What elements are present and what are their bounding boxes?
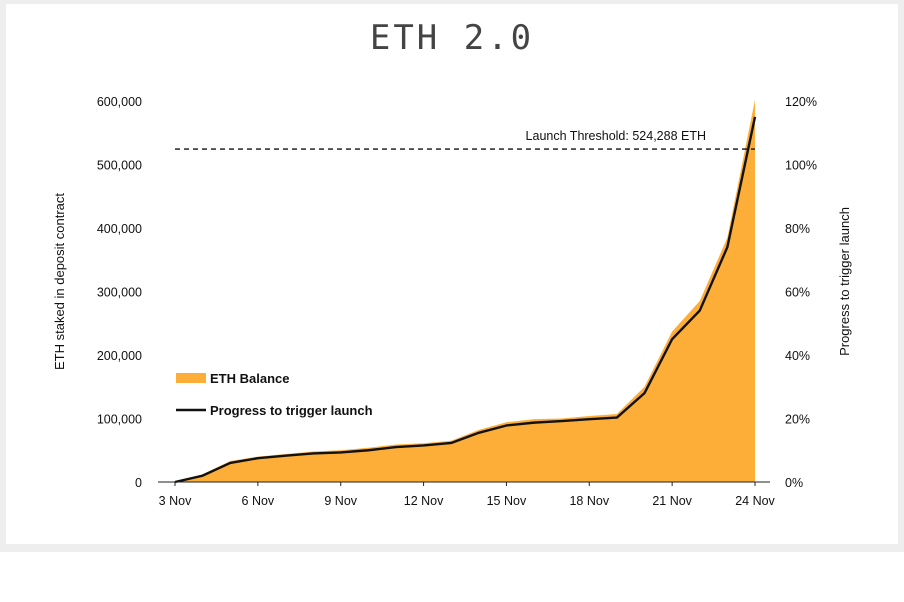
eth-balance-area bbox=[175, 99, 755, 482]
x-tick-label: 9 Nov bbox=[324, 494, 357, 508]
y-axis-title: ETH staked in deposit contract bbox=[52, 193, 67, 370]
area-layer bbox=[175, 99, 755, 482]
y-tick-label: 300,000 bbox=[97, 286, 142, 300]
y2-tick-label: 100% bbox=[785, 159, 817, 173]
legend-label-progress: Progress to trigger launch bbox=[210, 403, 373, 418]
y-tick-label: 400,000 bbox=[97, 222, 142, 236]
legend-label-eth-balance: ETH Balance bbox=[210, 371, 289, 386]
y2-tick-label: 80% bbox=[785, 222, 810, 236]
x-tick-label: 3 Nov bbox=[159, 494, 192, 508]
x-tick-label: 15 Nov bbox=[487, 494, 527, 508]
y2-tick-label: 40% bbox=[785, 349, 810, 363]
axis-layer: 3 Nov 6 Nov 9 Nov 12 Nov 15 Nov 18 Nov 21 Nov 2… bbox=[52, 95, 852, 508]
y2-tick-label: 60% bbox=[785, 286, 810, 300]
x-tick-label: 18 Nov bbox=[569, 494, 609, 508]
y-tick-label: 100,000 bbox=[97, 413, 142, 427]
line-layer bbox=[174, 116, 757, 484]
threshold-layer: Launch Threshold: 524,288 ETH bbox=[175, 129, 755, 150]
y-tick-label: 0 bbox=[135, 476, 142, 490]
legend: ETH Balance Progress to trigger launch bbox=[176, 371, 373, 418]
y2-tick-label: 0% bbox=[785, 476, 803, 490]
y2-tick-label: 120% bbox=[785, 95, 817, 109]
page-title: ETH 2.0 bbox=[369, 18, 535, 58]
x-tick-label: 6 Nov bbox=[242, 494, 275, 508]
x-tick-label: 24 Nov bbox=[735, 494, 775, 508]
x-tick-label: 12 Nov bbox=[404, 494, 444, 508]
y2-axis-title: Progress to trigger launch bbox=[837, 207, 852, 356]
y-tick-label: 600,000 bbox=[97, 95, 142, 109]
launch-threshold-label: Launch Threshold: 524,288 ETH bbox=[526, 129, 706, 143]
y-tick-label: 500,000 bbox=[97, 159, 142, 173]
x-tick-label: 21 Nov bbox=[652, 494, 692, 508]
y-tick-label: 200,000 bbox=[97, 349, 142, 363]
progress-line bbox=[174, 116, 757, 484]
y2-tick-label: 20% bbox=[785, 413, 810, 427]
legend-swatch-eth-balance bbox=[176, 373, 206, 383]
